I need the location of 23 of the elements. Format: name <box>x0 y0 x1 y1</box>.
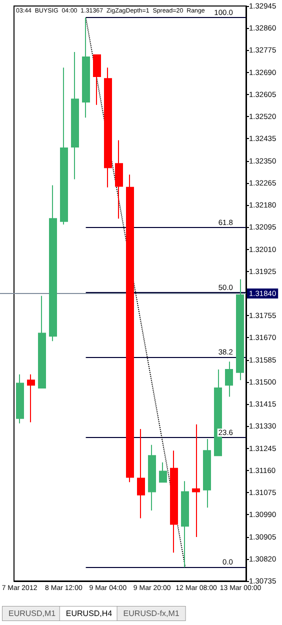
candlestick <box>27 374 35 423</box>
candlestick <box>137 428 145 519</box>
candlestick <box>225 361 233 398</box>
candlestick <box>236 278 244 381</box>
candlestick <box>38 295 46 388</box>
candlestick <box>49 184 57 342</box>
candlestick <box>93 54 101 106</box>
candlestick <box>148 444 156 511</box>
text: EURUSD,M1 <box>8 609 56 618</box>
text: EURUSD,H4 <box>66 609 113 618</box>
candlestick <box>60 67 68 226</box>
text: EURUSD-fx,M1 <box>123 609 180 618</box>
candlestick <box>82 17 90 118</box>
candlestick <box>181 480 189 568</box>
candlestick <box>159 462 167 483</box>
candlestick <box>203 438 211 508</box>
candlestick <box>170 450 178 554</box>
candlestick <box>104 67 112 188</box>
candlestick <box>71 52 79 180</box>
candlestick <box>126 174 134 483</box>
candlestick <box>16 374 24 424</box>
candlestick <box>192 424 200 538</box>
candlestick <box>115 140 123 220</box>
